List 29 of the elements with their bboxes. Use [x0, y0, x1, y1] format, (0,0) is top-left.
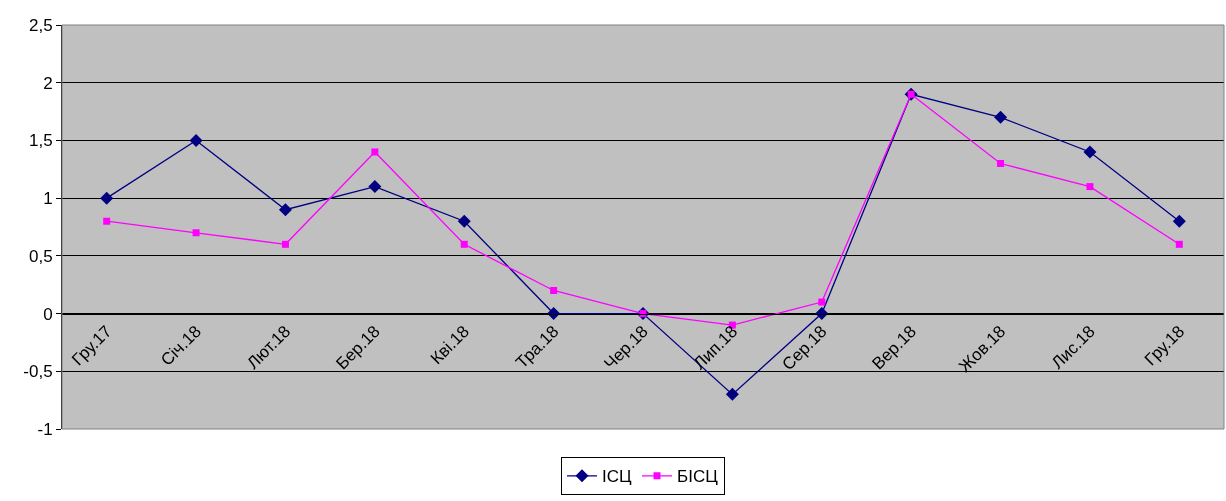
point [725, 387, 739, 401]
y-tick-label: 2,5 [28, 15, 53, 35]
point [460, 240, 468, 248]
point [457, 214, 471, 228]
y-tick-label: 1 [43, 189, 53, 209]
y-tick-label: 1,5 [28, 131, 53, 151]
point [1083, 145, 1097, 159]
point [818, 298, 826, 306]
legend-label: ІСЦ [602, 467, 632, 487]
point [550, 286, 558, 294]
point [997, 160, 1005, 168]
point [278, 203, 292, 217]
y-tick-label: -0,5 [23, 362, 53, 382]
point [368, 180, 382, 194]
y-tick-label: 2 [43, 73, 53, 93]
point [100, 191, 114, 205]
point [1172, 214, 1186, 228]
point [103, 217, 111, 225]
point [192, 229, 200, 237]
y-tick-label: 0,5 [28, 246, 53, 266]
point [371, 148, 379, 156]
y-tick-label: 0 [43, 304, 53, 324]
point [189, 133, 203, 147]
point [1175, 240, 1183, 248]
y-tick-label: -1 [37, 419, 53, 439]
point [1086, 183, 1094, 191]
legend-label: БІСЦ [677, 467, 719, 487]
point [994, 110, 1008, 124]
point [281, 240, 289, 248]
